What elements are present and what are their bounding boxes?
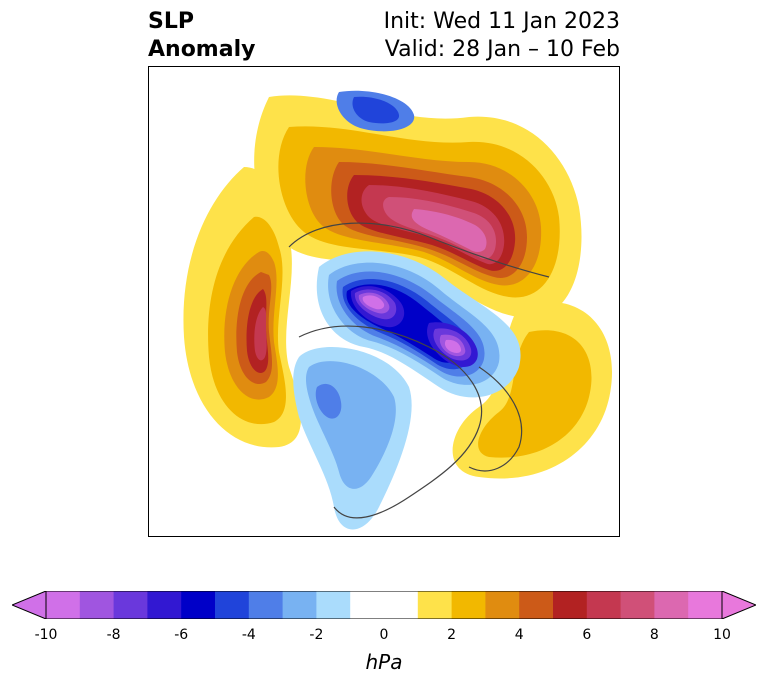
anomaly-map <box>183 90 613 530</box>
colorbar-tick-label: 2 <box>447 627 457 643</box>
colorbar-bin-7 <box>282 591 317 619</box>
title-line-1: SLP <box>148 9 194 34</box>
colorbar-tick-label: 10 <box>713 627 731 643</box>
colorbar-bin-5 <box>215 591 250 619</box>
colorbar-bin-2 <box>113 591 148 619</box>
colorbar-bin-1 <box>79 591 115 619</box>
colorbar-bin-9 <box>350 591 419 619</box>
colorbar-under-arrow <box>12 591 47 619</box>
anomaly-pacific-high <box>183 167 301 448</box>
colorbar-bin-12 <box>485 591 520 619</box>
colorbar-tick-label: -8 <box>106 627 121 643</box>
anomaly-atlantic-high <box>452 301 613 479</box>
colorbar-bin-13 <box>519 591 554 619</box>
colorbar-tick-label: 6 <box>582 627 592 643</box>
colorbar-bin-16 <box>620 591 655 619</box>
colorbar-bin-0 <box>46 591 81 619</box>
colorbar-bin-10 <box>417 591 453 619</box>
colorbar-bin-18 <box>688 591 723 619</box>
colorbar-tick-label: 0 <box>379 627 389 643</box>
colorbar-bin-15 <box>586 591 622 619</box>
map-dates: Init: Wed 11 Jan 2023 Valid: 28 Jan – 10… <box>384 8 620 64</box>
colorbar-tick-label: -10 <box>34 627 58 643</box>
colorbar <box>12 591 756 619</box>
colorbar-bin-3 <box>147 591 182 619</box>
map-title: SLP Anomaly <box>148 8 255 64</box>
colorbar-bin-8 <box>316 591 351 619</box>
anomaly-north-america-low <box>293 347 412 530</box>
colorbar-bin-4 <box>181 591 216 619</box>
colorbar-bin-14 <box>553 591 588 619</box>
colorbar-over-arrow <box>721 591 756 619</box>
colorbar-tick-label: -6 <box>174 627 189 643</box>
colorbar-tick-label: -4 <box>241 627 256 643</box>
valid-date-label: Valid: 28 Jan – 10 Feb <box>384 37 620 62</box>
init-date-label: Init: Wed 11 Jan 2023 <box>383 9 620 34</box>
map-panel <box>148 66 620 537</box>
colorbar-bin-17 <box>654 591 689 619</box>
colorbar-unit-label: hPa <box>365 650 403 674</box>
colorbar-bin-11 <box>451 591 486 619</box>
colorbar-tick-label: 4 <box>514 627 524 643</box>
title-line-2: Anomaly <box>148 37 256 62</box>
coastlines <box>288 222 550 519</box>
colorbar-tick-label: -2 <box>309 627 324 643</box>
anomaly-polar-lows <box>316 251 521 398</box>
colorbar-bin-6 <box>248 591 284 619</box>
colorbar-tick-label: 8 <box>649 627 659 643</box>
